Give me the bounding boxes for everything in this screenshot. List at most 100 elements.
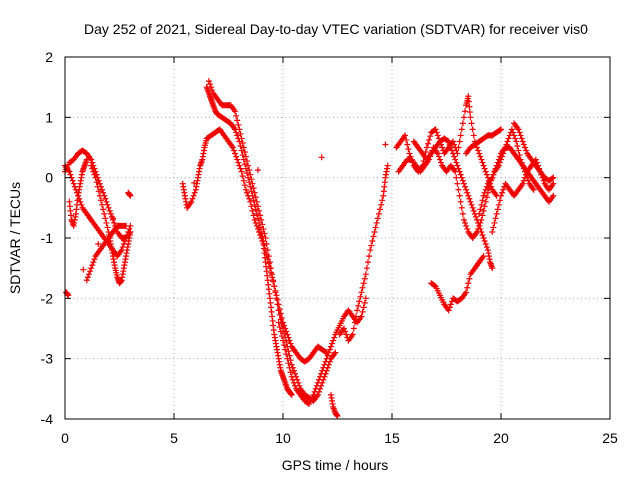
data-point [334, 412, 341, 419]
data-point [83, 156, 90, 163]
grid-lines [65, 57, 610, 419]
series-isolated [63, 141, 389, 299]
data-point [105, 204, 112, 211]
data-point [97, 197, 104, 204]
data-point [70, 180, 77, 187]
data-point [447, 144, 454, 151]
data-point [317, 373, 324, 380]
data-point [84, 274, 91, 281]
data-point [362, 295, 369, 302]
data-point [426, 136, 433, 143]
data-point [89, 262, 96, 269]
data-point [250, 212, 257, 219]
data-point [288, 391, 295, 398]
data-point [288, 373, 295, 380]
data-point [361, 299, 368, 306]
data-point [467, 198, 474, 205]
data-point [329, 340, 336, 347]
data-point [480, 235, 487, 241]
data-point [242, 165, 249, 172]
data-point [280, 337, 286, 344]
data-point [465, 98, 472, 105]
data-point [89, 159, 96, 166]
data-point [310, 391, 317, 398]
data-point [238, 135, 245, 142]
data-point [91, 171, 98, 178]
y-tick-label: -1 [41, 230, 54, 246]
data-point [341, 325, 348, 332]
data-point [475, 147, 482, 154]
data-point [260, 225, 267, 232]
x-axis-label: GPS time / hours [282, 457, 389, 473]
data-point [439, 144, 446, 151]
series-track-l [393, 93, 500, 199]
data-point [240, 156, 247, 163]
data-point [205, 78, 212, 85]
data-point [96, 192, 103, 199]
data-point [492, 215, 499, 222]
data-point [102, 215, 109, 222]
data-point [466, 109, 473, 116]
data-point [464, 189, 471, 196]
data-point [498, 126, 504, 133]
data-point [67, 171, 74, 178]
data-point [88, 265, 95, 272]
data-point [431, 282, 438, 289]
data-point [493, 162, 500, 169]
data-point [523, 147, 530, 154]
data-point [434, 132, 441, 139]
data-point [266, 259, 273, 266]
data-point [480, 192, 487, 199]
data-point [257, 224, 264, 231]
data-point [90, 259, 97, 266]
data-point [253, 198, 260, 205]
data-point [432, 126, 439, 133]
data-point [490, 224, 497, 231]
data-point [103, 219, 110, 226]
data-point [438, 159, 445, 166]
data-point [104, 201, 111, 208]
data-point [455, 165, 462, 172]
data-point [368, 242, 375, 249]
plot-frame [64, 56, 611, 420]
data-point [511, 132, 518, 139]
data-point [322, 348, 329, 355]
data-point [520, 141, 527, 148]
data-point [355, 302, 362, 309]
data-point [244, 170, 251, 177]
y-tick-label: 0 [45, 170, 53, 186]
data-point [326, 346, 333, 353]
data-point [515, 126, 522, 133]
data-point [513, 138, 520, 145]
data-points [62, 78, 557, 419]
data-point [482, 186, 489, 193]
data-point [512, 135, 519, 142]
data-point [247, 171, 254, 178]
data-point [523, 171, 530, 178]
data-point [496, 197, 503, 204]
y-tick-label: 2 [45, 49, 53, 65]
data-point [519, 180, 526, 187]
data-point [249, 207, 256, 214]
data-point [264, 247, 271, 254]
data-point [445, 138, 452, 145]
data-point [498, 192, 504, 199]
data-point [331, 334, 338, 341]
data-point [457, 132, 464, 139]
data-point [482, 241, 489, 248]
data-point [520, 177, 527, 184]
data-point [466, 275, 473, 282]
data-point [209, 87, 216, 94]
data-point [521, 174, 528, 181]
data-point [466, 103, 473, 110]
data-point [325, 349, 332, 356]
data-point [190, 192, 197, 199]
series-track-c [83, 222, 130, 284]
data-point [358, 289, 365, 296]
data-point [453, 159, 460, 166]
data-point [251, 216, 258, 223]
data-point [361, 275, 368, 282]
data-point [359, 308, 366, 315]
data-point [458, 126, 465, 133]
